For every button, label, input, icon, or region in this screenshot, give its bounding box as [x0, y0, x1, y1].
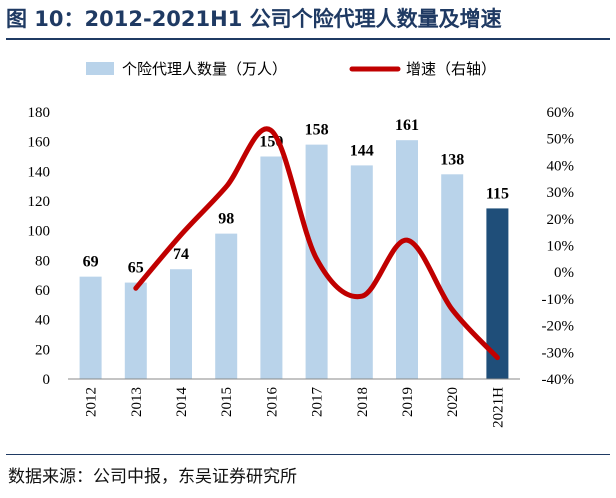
left-tick-label: 60	[35, 283, 50, 299]
right-tick-label: -10%	[542, 292, 575, 308]
right-tick-label: 50%	[547, 132, 575, 148]
bar-value-label: 98	[218, 211, 234, 228]
bar-value-label: 65	[128, 260, 144, 277]
bar-value-label: 69	[83, 254, 99, 271]
left-tick-label: 80	[35, 253, 50, 269]
x-tick-label: 2015	[219, 387, 235, 417]
source-note: 数据来源：公司中报，东吴证券研究所	[8, 467, 297, 487]
bar	[260, 156, 283, 379]
x-tick-label: 2012	[84, 387, 100, 417]
right-axis: -40% -30% -20% -10% 0% 10% 20% 30% 40% 50% 60%	[542, 105, 575, 388]
left-tick-label: 0	[43, 372, 51, 388]
left-tick-label: 120	[28, 194, 51, 210]
bar-value-label: 115	[486, 185, 509, 202]
right-tick-label: 60%	[547, 105, 575, 121]
bar	[124, 282, 147, 379]
bar	[396, 140, 418, 379]
growth-line	[133, 126, 500, 361]
legend-label-line: 增速（右轴）	[406, 60, 496, 78]
bar	[79, 276, 102, 379]
right-tick-label: 30%	[547, 185, 575, 201]
x-tick-label: 2016	[264, 387, 280, 418]
left-tick-label: 20	[35, 342, 50, 358]
left-tick-label: 40	[35, 313, 50, 329]
left-tick-label: 180	[28, 105, 51, 121]
source-rule	[6, 454, 610, 455]
left-tick-label: 140	[28, 164, 51, 180]
bar-value-label: 74	[173, 246, 189, 263]
x-tick-label: 2013	[129, 387, 145, 417]
legend-label-bars: 个险代理人数量（万人）	[122, 60, 287, 78]
x-tick-label: 2021H	[490, 387, 506, 428]
bar-series	[79, 140, 509, 379]
x-tick-label: 2020	[445, 387, 461, 417]
left-axis: 0 20 40 60 80 100 120 140 160 180	[28, 105, 51, 388]
chart-title: 图 10：2012-2021H1 公司个险代理人数量及增速	[6, 7, 502, 31]
legend: 个险代理人数量（万人） 增速（右轴）	[86, 60, 496, 78]
title-rule	[6, 38, 610, 40]
bar	[441, 174, 464, 379]
right-tick-label: -20%	[542, 319, 575, 335]
bar-value-label: 144	[350, 142, 374, 159]
right-tick-label: -40%	[542, 372, 575, 388]
right-tick-label: -30%	[542, 345, 575, 361]
x-axis: 2012 2013 2014 2015 2016 2017 2018 2019 2020 2021…	[84, 387, 507, 428]
left-tick-label: 100	[28, 224, 51, 240]
right-tick-label: 0%	[554, 265, 574, 281]
bar-value-label: 138	[440, 151, 464, 168]
x-tick-label: 2018	[355, 387, 371, 417]
bar	[170, 269, 192, 379]
x-tick-label: 2019	[400, 387, 416, 417]
x-tick-label: 2017	[310, 387, 326, 418]
x-tick-label: 2014	[174, 387, 190, 418]
legend-swatch-bars	[86, 62, 114, 75]
bar-value-label: 158	[305, 122, 329, 139]
right-tick-label: 40%	[547, 158, 575, 174]
bar	[215, 233, 238, 379]
left-tick-label: 160	[28, 135, 51, 151]
bar	[486, 208, 509, 379]
bar-value-label: 161	[395, 117, 419, 134]
right-tick-label: 10%	[547, 239, 575, 255]
right-tick-label: 20%	[547, 212, 575, 228]
bar	[350, 165, 373, 379]
